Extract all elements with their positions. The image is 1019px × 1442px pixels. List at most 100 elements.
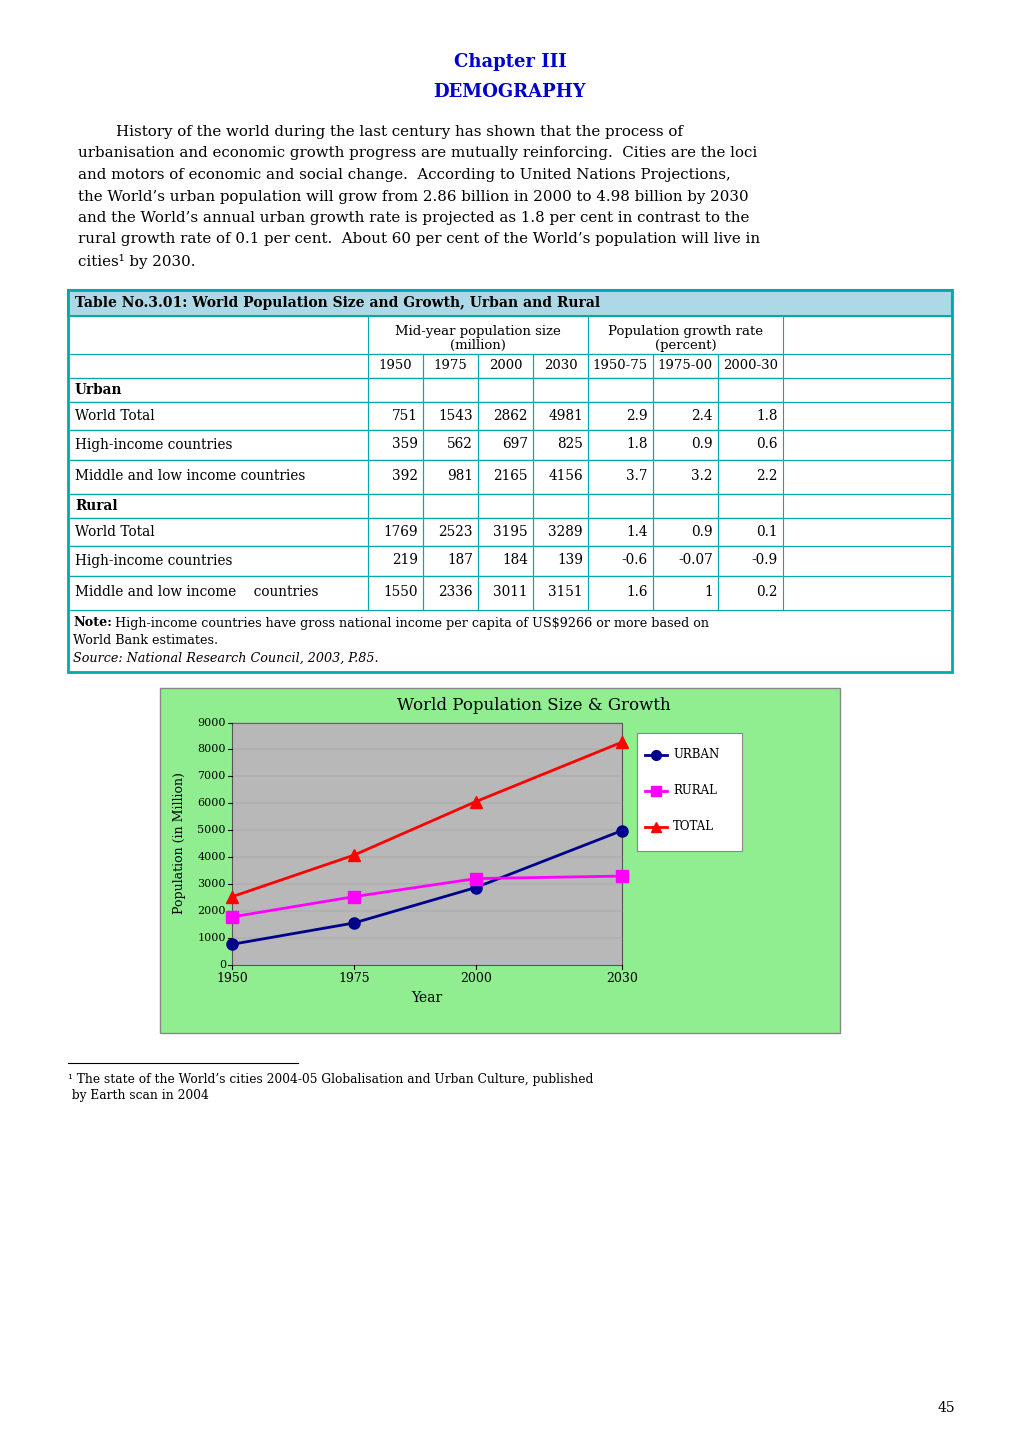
Text: 1950: 1950 xyxy=(378,359,412,372)
Bar xyxy=(717,353,783,378)
Bar xyxy=(478,545,533,575)
Text: (percent): (percent) xyxy=(654,339,715,352)
Text: High-income countries have gross national income per capita of US$9266 or more b: High-income countries have gross nationa… xyxy=(111,617,708,630)
Bar xyxy=(533,545,587,575)
Text: 3.7: 3.7 xyxy=(626,470,647,483)
Bar xyxy=(368,518,423,545)
Bar xyxy=(717,518,783,545)
Text: rural growth rate of 0.1 per cent.  About 60 per cent of the World’s population : rural growth rate of 0.1 per cent. About… xyxy=(77,232,759,247)
Bar xyxy=(368,575,423,610)
Bar xyxy=(533,401,587,430)
Bar xyxy=(652,518,717,545)
Text: 3011: 3011 xyxy=(493,585,528,600)
Bar xyxy=(533,430,587,460)
Bar xyxy=(533,353,587,378)
Bar xyxy=(587,353,652,378)
Bar xyxy=(587,545,652,575)
Text: 1543: 1543 xyxy=(438,408,473,423)
Bar xyxy=(587,575,652,610)
Bar xyxy=(68,575,368,610)
Text: 1.8: 1.8 xyxy=(756,408,777,423)
Text: -0.07: -0.07 xyxy=(678,554,712,568)
Bar xyxy=(652,430,717,460)
Text: 2.2: 2.2 xyxy=(756,470,777,483)
Text: 1: 1 xyxy=(704,585,712,600)
Bar xyxy=(68,575,951,610)
Text: 3.2: 3.2 xyxy=(691,470,712,483)
Text: World Bank estimates.: World Bank estimates. xyxy=(73,633,218,646)
Text: 1.6: 1.6 xyxy=(626,585,647,600)
Bar xyxy=(478,353,533,378)
Text: 8000: 8000 xyxy=(198,744,226,754)
Bar xyxy=(368,401,423,430)
Text: 184: 184 xyxy=(501,554,528,568)
Text: Mid-year population size: Mid-year population size xyxy=(394,324,560,337)
Bar xyxy=(423,378,478,401)
Text: Population (in Million): Population (in Million) xyxy=(173,773,186,914)
Text: 0.9: 0.9 xyxy=(691,525,712,538)
Bar xyxy=(68,518,368,545)
Text: 1950-75: 1950-75 xyxy=(592,359,647,372)
Bar xyxy=(478,460,533,493)
Text: cities¹ by 2030.: cities¹ by 2030. xyxy=(77,254,196,270)
Bar xyxy=(587,401,652,430)
Bar xyxy=(478,493,533,518)
Bar xyxy=(587,460,652,493)
Bar xyxy=(587,316,783,353)
Text: Middle and low income    countries: Middle and low income countries xyxy=(75,585,318,600)
Text: 1975-00: 1975-00 xyxy=(657,359,712,372)
Bar xyxy=(68,401,368,430)
Bar xyxy=(652,493,717,518)
Bar xyxy=(160,688,840,1032)
Bar xyxy=(368,493,423,518)
Bar xyxy=(423,545,478,575)
Text: 0.1: 0.1 xyxy=(756,525,777,538)
Text: 4000: 4000 xyxy=(198,852,226,862)
Bar xyxy=(68,493,951,518)
Bar xyxy=(423,493,478,518)
Bar xyxy=(68,518,951,545)
Bar xyxy=(717,378,783,401)
Bar xyxy=(368,545,423,575)
Bar xyxy=(423,518,478,545)
Bar xyxy=(368,378,423,401)
Text: 825: 825 xyxy=(556,437,583,451)
Bar xyxy=(533,493,587,518)
Bar xyxy=(478,401,533,430)
Bar xyxy=(652,401,717,430)
Bar xyxy=(68,493,368,518)
Bar xyxy=(717,460,783,493)
Bar xyxy=(68,378,368,401)
Text: 5000: 5000 xyxy=(198,825,226,835)
Text: 0: 0 xyxy=(219,959,226,969)
Text: the World’s urban population will grow from 2.86 billion in 2000 to 4.98 billion: the World’s urban population will grow f… xyxy=(77,189,748,203)
Text: 2336: 2336 xyxy=(438,585,473,600)
Text: Population growth rate: Population growth rate xyxy=(607,324,762,337)
Text: 3000: 3000 xyxy=(198,878,226,888)
Text: 697: 697 xyxy=(501,437,528,451)
Text: 1975: 1975 xyxy=(433,359,467,372)
Text: 1000: 1000 xyxy=(198,933,226,943)
Text: 359: 359 xyxy=(391,437,418,451)
Text: by Earth scan in 2004: by Earth scan in 2004 xyxy=(68,1089,209,1102)
Text: 1975: 1975 xyxy=(337,972,369,985)
Text: 392: 392 xyxy=(391,470,418,483)
Text: 2030: 2030 xyxy=(605,972,637,985)
Bar xyxy=(368,460,423,493)
Bar xyxy=(68,290,951,672)
Text: 1550: 1550 xyxy=(383,585,418,600)
Bar xyxy=(68,316,951,353)
Text: Note:: Note: xyxy=(73,617,112,630)
Text: 2.9: 2.9 xyxy=(626,408,647,423)
Bar xyxy=(533,378,587,401)
Bar xyxy=(68,430,951,460)
Text: 1.4: 1.4 xyxy=(626,525,647,538)
Text: 2523: 2523 xyxy=(438,525,473,538)
Text: 219: 219 xyxy=(391,554,418,568)
Text: 139: 139 xyxy=(556,554,583,568)
Bar xyxy=(68,460,368,493)
Text: TOTAL: TOTAL xyxy=(673,820,713,833)
Bar xyxy=(231,722,622,965)
Bar xyxy=(652,575,717,610)
Text: World Population Size & Growth: World Population Size & Growth xyxy=(396,696,671,714)
